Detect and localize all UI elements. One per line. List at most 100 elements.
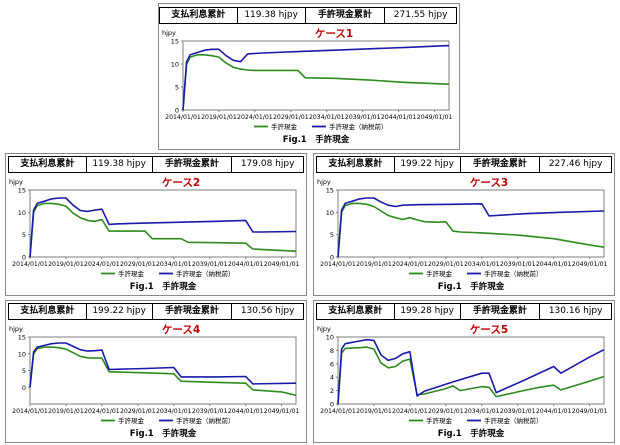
legend-label: 手許現金（納税前） [176, 416, 235, 425]
cash-total-value: 271.55 hjpy [393, 10, 448, 20]
legend-label: 手許現金 [426, 269, 453, 278]
x-tick-label: 2024/01/01 [392, 408, 428, 415]
x-tick-label: 2019/01/01 [201, 114, 237, 121]
y-tick-label: 5 [175, 84, 179, 92]
plot-area [337, 189, 605, 258]
y-tick-label: 5 [22, 231, 26, 239]
y-tick-label: 6 [330, 360, 334, 368]
x-tick-label: 2044/01/01 [536, 408, 572, 415]
y-tick-label: 10 [171, 61, 179, 69]
x-tick-label: 2039/01/01 [192, 408, 228, 415]
x-tick-label: 2049/01/01 [417, 114, 453, 121]
plot-area [182, 40, 450, 111]
line-chart: hjpy ケース1 0 5 10 15 2014/01/01 2019/01/01 2024/0… [162, 28, 453, 145]
x-tick-label: 2034/01/01 [156, 261, 192, 268]
interest-total-label: 支払利息累計 [317, 157, 395, 172]
figure-caption: Fig.1 手許現金 [438, 428, 505, 439]
series-line-cash [182, 53, 450, 111]
chart-panel-case5: 支払利息累計 199.28 hjpy 手許現金累計 130.16 hjpy hj… [313, 300, 615, 443]
cash-total-label: 手許現金累計 [461, 157, 541, 172]
series-line-cash-pretax [182, 44, 450, 111]
x-tick-label: 2019/01/01 [356, 261, 392, 268]
stats-bar: 支払利息累計 199.28 hjpy 手許現金累計 130.16 hjpy [316, 303, 612, 320]
x-tick-label: 2029/01/01 [273, 114, 309, 121]
x-tick-label: 2024/01/01 [392, 261, 428, 268]
x-tick-label: 2014/01/01 [165, 114, 201, 121]
interest-total-label: 支払利息累計 [9, 304, 87, 319]
stats-bar: 支払利息累計 119.38 hjpy 手許現金累計 179.08 hjpy [8, 156, 304, 173]
y-axis-label: hjpy [162, 29, 176, 37]
interest-total-label: 支払利息累計 [160, 8, 238, 23]
x-tick-label: 2029/01/01 [428, 261, 464, 268]
figure-caption: Fig.1 手許現金 [438, 281, 505, 292]
x-tick-label: 2024/01/01 [84, 408, 120, 415]
y-tick-label: 5 [330, 231, 334, 239]
chart-title: ケース1 [315, 28, 353, 40]
x-tick-label: 2019/01/01 [48, 261, 84, 268]
series-line-cash [29, 346, 297, 397]
y-tick-label: 15 [326, 187, 334, 195]
chart-title: ケース5 [470, 324, 508, 336]
series-line-cash [337, 202, 605, 258]
stats-bar: 支払利息累計 119.38 hjpy 手許現金累計 271.55 hjpy [159, 7, 457, 24]
interest-total-label: 支払利息累計 [9, 157, 87, 172]
x-tick-label: 2039/01/01 [345, 114, 381, 121]
interest-total-label: 支払利息累計 [317, 304, 395, 319]
x-tick-label: 2049/01/01 [572, 408, 608, 415]
x-tick-label: 2034/01/01 [464, 408, 500, 415]
y-tick-label: 10 [326, 209, 334, 217]
series-line-cash-pretax [337, 197, 605, 258]
series-line-cash-pretax [29, 342, 297, 388]
x-tick-label: 2034/01/01 [464, 261, 500, 268]
interest-total-value: 199.22 hjpy [87, 304, 153, 319]
x-tick-label: 2019/01/01 [356, 408, 392, 415]
y-tick-label: 0 [330, 254, 334, 262]
stats-bar: 支払利息累計 199.22 hjpy 手許現金累計 130.56 hjpy [8, 303, 304, 320]
line-chart: hjpy ケース3 0 5 10 15 2014/01/01 2019/01/01 2024/0… [317, 177, 608, 292]
y-tick-label: 10 [18, 350, 26, 358]
x-tick-label: 2049/01/01 [572, 261, 608, 268]
y-tick-label: 4 [330, 374, 334, 382]
plot-area [29, 336, 297, 405]
x-tick-label: 2029/01/01 [120, 408, 156, 415]
x-tick-label: 2029/01/01 [428, 408, 464, 415]
y-tick-label: 15 [18, 334, 26, 342]
y-tick-label: 0 [22, 254, 26, 262]
x-tick-label: 2044/01/01 [536, 261, 572, 268]
x-tick-label: 2024/01/01 [84, 261, 120, 268]
y-tick-label: 8 [330, 347, 334, 355]
y-tick-label: 15 [18, 187, 26, 195]
line-chart: hjpy ケース2 0 5 10 15 2014/01/01 2019/01/01 2024/0… [9, 177, 300, 292]
cash-total-label: 手許現金累計 [306, 8, 386, 23]
interest-total-value: 199.22 hjpy [395, 157, 461, 172]
figure-caption: Fig.1 手許現金 [130, 428, 197, 439]
line-chart: hjpy ケース4 0 5 10 15 2014/01/01 2019/01/01 2024/0… [9, 324, 300, 439]
legend-label: 手許現金（納税前） [484, 269, 543, 278]
x-tick-label: 2039/01/01 [500, 408, 536, 415]
interest-total-value: 119.38 hjpy [87, 157, 153, 172]
legend-label: 手許現金（納税前） [176, 269, 235, 278]
x-tick-label: 2014/01/01 [12, 408, 48, 415]
chart-panel-case4: 支払利息累計 199.22 hjpy 手許現金累計 130.56 hjpy hj… [5, 300, 307, 443]
chart-panel-case1: 支払利息累計 119.38 hjpy 手許現金累計 271.55 hjpy hj… [158, 3, 460, 150]
line-chart: hjpy ケース5 0 2 4 6 8 10 2014/01/01 2019/01/01 2024/… [317, 324, 608, 439]
chart-title: ケース4 [162, 324, 200, 336]
x-tick-label: 2039/01/01 [192, 261, 228, 268]
y-tick-label: 0 [330, 401, 334, 409]
x-tick-label: 2014/01/01 [12, 261, 48, 268]
cash-total-label: 手許現金累計 [153, 157, 233, 172]
legend-label: 手許現金 [426, 416, 453, 425]
legend-label: 手許現金（納税前） [484, 416, 543, 425]
x-tick-label: 2014/01/01 [320, 408, 356, 415]
x-tick-label: 2044/01/01 [228, 408, 264, 415]
cash-total-value: 130.16 hjpy [548, 306, 603, 316]
cash-total-value: 179.08 hjpy [240, 159, 295, 169]
x-tick-label: 2039/01/01 [500, 261, 536, 268]
figure-caption: Fig.1 手許現金 [130, 281, 197, 292]
x-tick-label: 2034/01/01 [156, 408, 192, 415]
x-tick-label: 2049/01/01 [264, 408, 300, 415]
y-tick-label: 10 [326, 334, 334, 342]
y-tick-label: 10 [18, 209, 26, 217]
chart-panel-case2: 支払利息累計 119.38 hjpy 手許現金累計 179.08 hjpy hj… [5, 153, 307, 296]
x-tick-label: 2034/01/01 [309, 114, 345, 121]
